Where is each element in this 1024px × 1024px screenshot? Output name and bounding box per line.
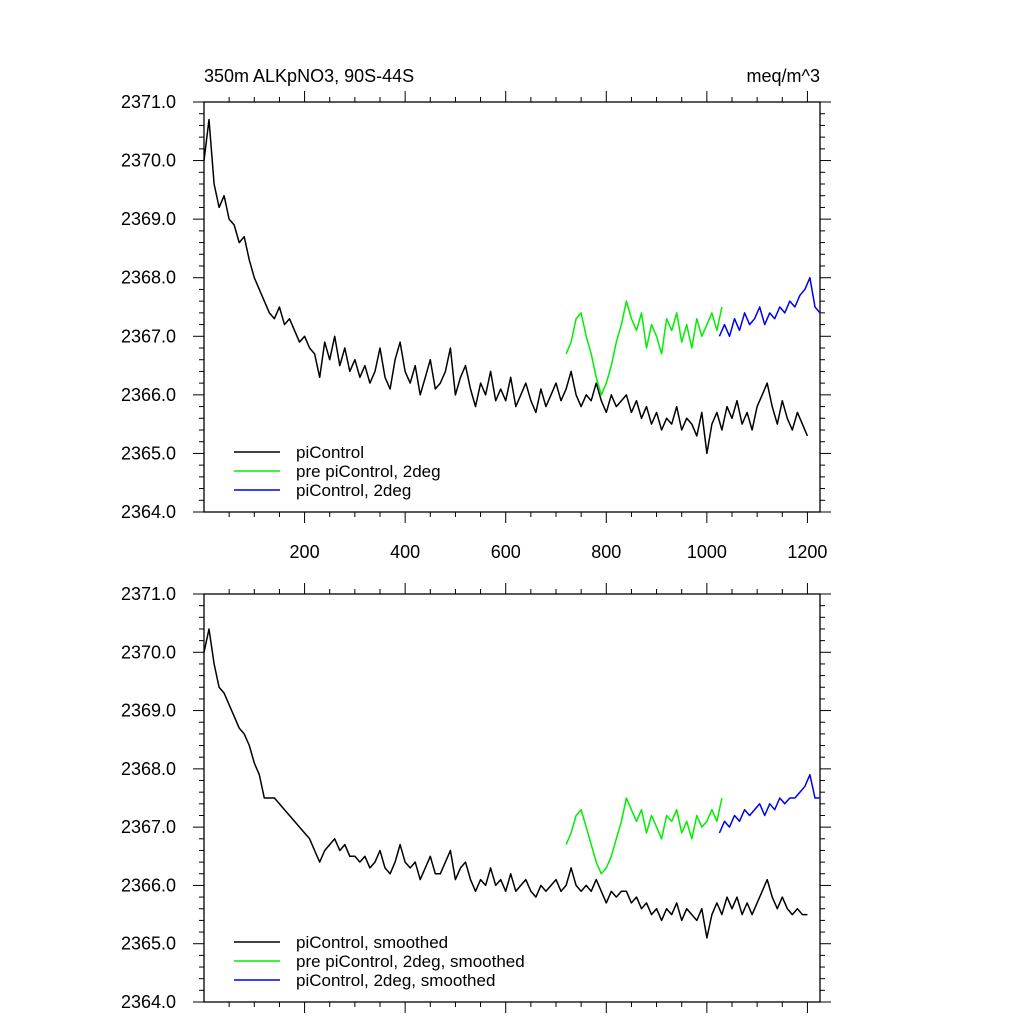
legend-label: piControl [296,443,364,462]
y-tick-label: 2368.0 [121,268,176,288]
y-tick-label: 2368.0 [121,759,176,779]
legend-label: pre piControl, 2deg, smoothed [296,952,525,971]
y-tick-label: 2364.0 [121,992,176,1012]
legend-label: piControl, smoothed [296,933,448,952]
series-line-picontrol-2deg-smoothed [718,773,820,834]
y-tick-label: 2371.0 [121,584,176,604]
plot-frame [203,101,821,513]
chart-units: meq/m^3 [747,66,820,86]
series-line-pre-picontrol-2deg [565,300,723,396]
x-tick-label: 1000 [687,542,727,562]
y-tick-label: 2367.0 [121,326,176,346]
y-tick-label: 2366.0 [121,385,176,405]
y-tick-label: 2369.0 [121,701,176,721]
y-tick-label: 2370.0 [121,642,176,662]
legend-label: piControl, 2deg, smoothed [296,971,495,990]
y-tick-label: 2370.0 [121,151,176,171]
legend-label: piControl, 2deg [296,481,411,500]
x-tick-label: 600 [491,542,521,562]
panel-top: 200 400 600 800 1000 1200 2364.0 2365.0 2366.0 23… [121,91,831,562]
panel-bottom: 2364.0 2365.0 2366.0 2367.0 2368.0 2369.0 2370… [121,583,831,1013]
legend-label: pre piControl, 2deg [296,462,441,481]
x-tick-label: 1200 [787,542,827,562]
series-line-picontrol-2deg [718,276,821,338]
x-tick-label: 400 [390,542,420,562]
y-tick-label: 2364.0 [121,502,176,522]
y-tick-label: 2369.0 [121,209,176,229]
series-line-pre-picontrol-2deg-smoothed [565,797,723,875]
series-line-picontrol [203,118,809,455]
y-tick-label: 2366.0 [121,875,176,895]
y-tick-label: 2365.0 [121,443,176,463]
y-tick-label: 2367.0 [121,817,176,837]
y-tick-label: 2365.0 [121,934,176,954]
x-tick-label: 800 [591,542,621,562]
series-line-picontrol-smoothed [203,628,808,939]
x-tick-label: 200 [290,542,320,562]
y-tick-label: 2371.0 [121,92,176,112]
chart-title: 350m ALKpNO3, 90S-44S [204,66,414,86]
